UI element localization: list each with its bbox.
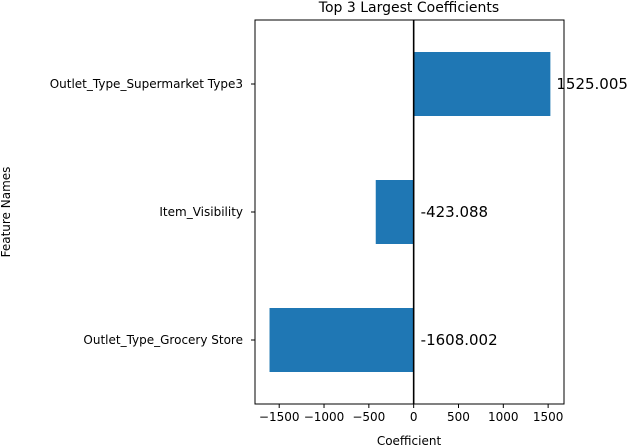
y-tick-label: Item_Visibility: [159, 205, 243, 219]
data-label: -423.088: [421, 203, 488, 221]
x-tick-label: 0: [410, 410, 418, 424]
x-tick-label: −1000: [304, 410, 345, 424]
bar: [269, 308, 414, 372]
x-tick-label: 1000: [488, 410, 519, 424]
x-axis-title: Coefficient: [377, 434, 442, 448]
plot-area: −1500 −1000 −500 0 500 1000 1500 Outlet_Type_Su…: [50, 19, 628, 424]
x-tick-label: −500: [352, 410, 385, 424]
y-tick-label: Outlet_Type_Grocery Store: [83, 333, 243, 347]
x-tick-label: 1500: [533, 410, 564, 424]
bar: [375, 180, 414, 244]
x-tick-label: 500: [447, 410, 470, 424]
data-label: 1525.005: [556, 75, 628, 93]
chart-title: Top 3 Largest Coefficients: [318, 0, 499, 16]
x-tick-label: −1500: [259, 410, 300, 424]
bar: [413, 52, 551, 116]
y-tick-label: Outlet_Type_Supermarket Type3: [50, 77, 243, 91]
y-axis-title: Feature Names: [0, 167, 13, 258]
data-label: -1608.002: [421, 331, 498, 349]
